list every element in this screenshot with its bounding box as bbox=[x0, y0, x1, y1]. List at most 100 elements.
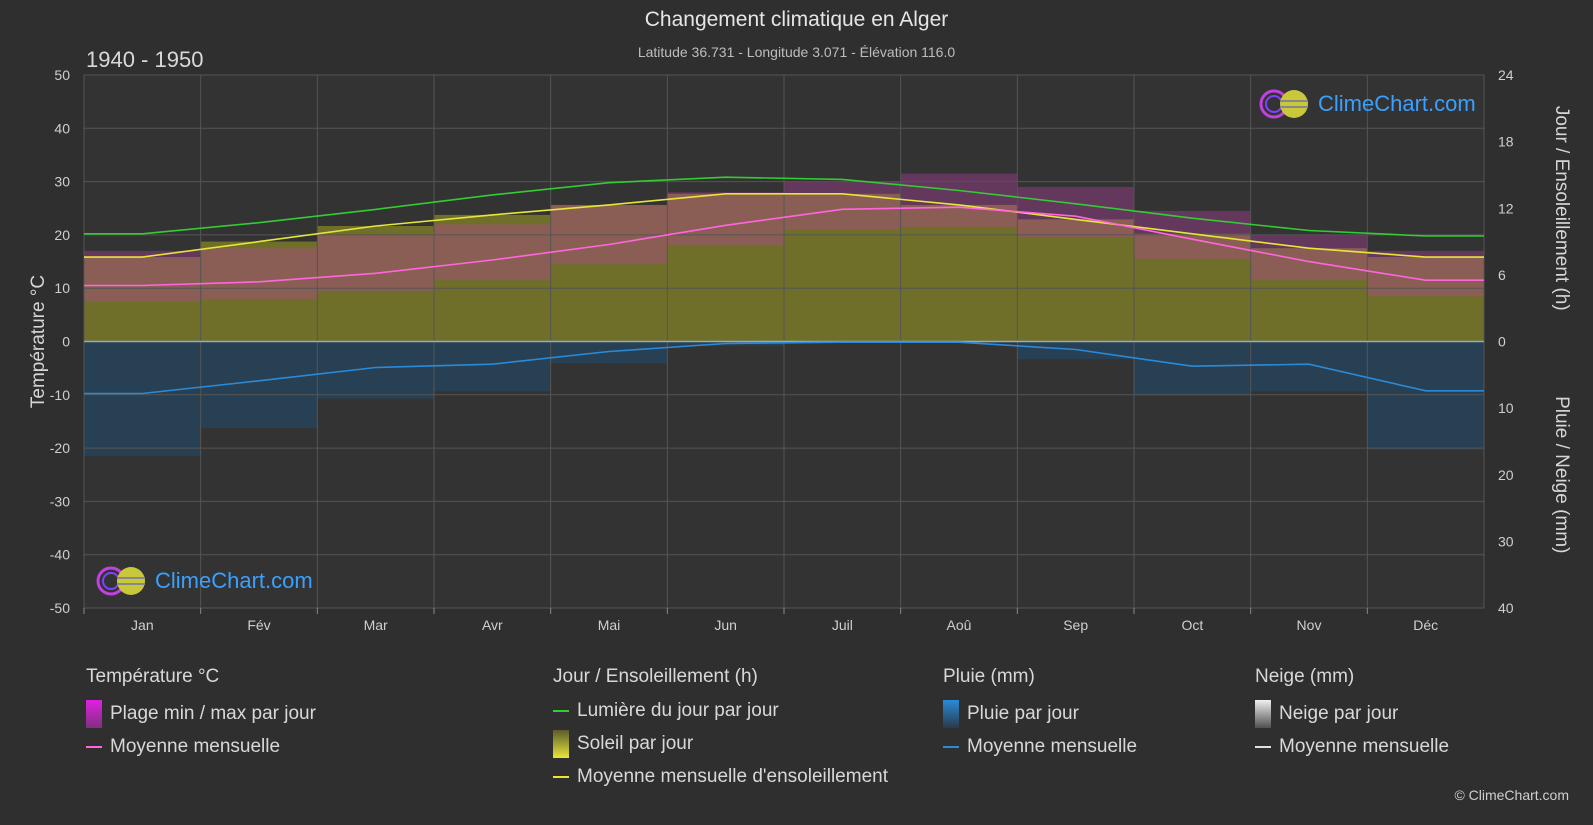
sunshine-bar bbox=[1134, 233, 1251, 342]
y-tick-label-right: 40 bbox=[1498, 600, 1514, 616]
x-tick-label: Avr bbox=[482, 617, 503, 633]
sunshine-bar bbox=[317, 226, 434, 342]
x-tick-label: Mar bbox=[364, 617, 388, 633]
legend-title: Jour / Ensoleillement (h) bbox=[553, 666, 758, 687]
legend-label: Moyenne mensuelle bbox=[1279, 736, 1450, 757]
rain-bar bbox=[1134, 341, 1251, 396]
legend-label: Moyenne mensuelle bbox=[110, 736, 281, 757]
rain-bar bbox=[434, 341, 551, 392]
chart-title: Changement climatique en Alger bbox=[644, 8, 949, 31]
y-tick-label-right: 10 bbox=[1498, 400, 1514, 416]
x-tick-label: Oct bbox=[1181, 617, 1203, 633]
legend-swatch bbox=[553, 710, 569, 712]
legend-label: Moyenne mensuelle d'ensoleillement bbox=[577, 766, 888, 787]
temperature-range-bar bbox=[1250, 234, 1368, 281]
climechart-logo-icon bbox=[96, 566, 145, 596]
y-tick-label-right: 24 bbox=[1498, 67, 1514, 83]
legend-item: Plage min / max par jour bbox=[86, 700, 316, 728]
chart-subtitle: Latitude 36.731 - Longitude 3.071 - Élév… bbox=[637, 44, 956, 60]
y-tick-label-left: -50 bbox=[50, 600, 70, 616]
sunshine-bar bbox=[900, 204, 1018, 342]
temperature-range-bar bbox=[784, 181, 901, 230]
legend-temperature: Température °C Plage min / max par jour … bbox=[86, 666, 316, 758]
sunshine-bar bbox=[1250, 248, 1368, 342]
y-tick-label-left: -30 bbox=[50, 493, 70, 509]
x-tick-label: Aoû bbox=[947, 617, 972, 633]
legend-label: Neige par jour bbox=[1279, 703, 1399, 724]
legend-title: Pluie (mm) bbox=[943, 666, 1035, 687]
legend-sunshine: Jour / Ensoleillement (h) Lumière du jou… bbox=[553, 666, 888, 788]
legend-item: Moyenne mensuelle d'ensoleillement bbox=[553, 766, 888, 788]
y-tick-label-left: 0 bbox=[62, 334, 70, 350]
logo-top-right[interactable]: ClimeChart.com bbox=[1258, 88, 1476, 120]
y-tick-label-left: -40 bbox=[50, 547, 70, 563]
y-tick-label-right: 12 bbox=[1498, 200, 1514, 216]
x-tick-label: Jun bbox=[714, 617, 737, 633]
sunshine-bar bbox=[667, 193, 784, 342]
sunshine-bar bbox=[784, 193, 901, 342]
y-tick-label-left: -20 bbox=[50, 440, 70, 456]
y-axis-title-right-bottom: Pluie / Neige (mm) bbox=[1551, 396, 1572, 553]
daylight-line bbox=[84, 176, 1484, 237]
rain-mean-line bbox=[84, 341, 1484, 395]
legend-label: Plage min / max par jour bbox=[110, 703, 316, 724]
legend-swatch bbox=[553, 730, 569, 758]
x-tick-label: Sep bbox=[1063, 617, 1088, 633]
y-tick-label-left: 30 bbox=[54, 174, 70, 190]
legend-swatch bbox=[86, 746, 102, 748]
y-axis-title-left: Température °C bbox=[28, 275, 49, 408]
logo-text: ClimeChart.com bbox=[1318, 91, 1476, 116]
legend-swatch bbox=[943, 746, 959, 748]
rain-bar bbox=[550, 341, 668, 364]
rain-bar bbox=[84, 341, 201, 456]
legend-snow: Neige (mm) Neige par jour Moyenne mensue… bbox=[1255, 666, 1449, 758]
x-tick-label: Déc bbox=[1413, 617, 1438, 633]
temperature-mean-line bbox=[84, 206, 1484, 287]
sunshine-bar bbox=[1017, 219, 1134, 342]
legend-label: Pluie par jour bbox=[967, 703, 1079, 724]
legend-swatch bbox=[553, 776, 569, 778]
temperature-range-bar bbox=[200, 248, 318, 299]
y-tick-label-right: 0 bbox=[1498, 334, 1506, 350]
y-tick-label-left: 20 bbox=[54, 227, 70, 243]
legend-swatch bbox=[1255, 700, 1271, 728]
x-tick-label: Nov bbox=[1297, 617, 1322, 633]
legend-item: Moyenne mensuelle bbox=[86, 736, 316, 758]
legend-item: Moyenne mensuelle bbox=[1255, 736, 1449, 758]
logo-text: ClimeChart.com bbox=[155, 568, 313, 593]
legend-item: Neige par jour bbox=[1255, 700, 1449, 728]
y-tick-label-right: 6 bbox=[1498, 267, 1506, 283]
y-tick-label-left: 50 bbox=[54, 67, 70, 83]
y-axis-title-right-top: Jour / Ensoleillement (h) bbox=[1551, 106, 1572, 311]
sunshine-bar bbox=[434, 214, 551, 342]
x-tick-label: Jan bbox=[131, 617, 154, 633]
x-tick-label: Fév bbox=[247, 617, 270, 633]
sunshine-bar bbox=[200, 241, 318, 342]
sunshine-mean-line bbox=[84, 193, 1484, 258]
y-tick-label-right: 18 bbox=[1498, 134, 1514, 150]
legend-label: Soleil par jour bbox=[577, 733, 694, 754]
x-tick-label: Mai bbox=[598, 617, 621, 633]
sunshine-bar bbox=[550, 204, 668, 342]
y-tick-label-right: 20 bbox=[1498, 467, 1514, 483]
temperature-range-bar bbox=[434, 224, 551, 281]
legend-label: Moyenne mensuelle bbox=[967, 736, 1138, 757]
y-tick-label-left: -10 bbox=[50, 387, 70, 403]
temperature-range-bar bbox=[667, 192, 784, 246]
climechart-logo-icon bbox=[1259, 89, 1308, 119]
legend-label: Lumière du jour par jour bbox=[577, 700, 779, 721]
x-tick-label: Juil bbox=[832, 617, 853, 633]
y-tick-label-left: 40 bbox=[54, 120, 70, 136]
sunshine-bar bbox=[1367, 257, 1484, 342]
legend-item: Soleil par jour bbox=[553, 730, 888, 758]
legend-swatch bbox=[86, 700, 102, 728]
logo-bottom-left[interactable]: ClimeChart.com bbox=[95, 565, 313, 597]
legend-rain: Pluie (mm) Pluie par jour Moyenne mensue… bbox=[943, 666, 1137, 758]
legend-item: Moyenne mensuelle bbox=[943, 736, 1137, 758]
y-tick-label-right: 30 bbox=[1498, 533, 1514, 549]
rain-bar bbox=[1250, 341, 1368, 392]
legend-swatch bbox=[943, 700, 959, 728]
temperature-range-bar bbox=[1017, 186, 1134, 238]
legend-item: Pluie par jour bbox=[943, 700, 1137, 728]
